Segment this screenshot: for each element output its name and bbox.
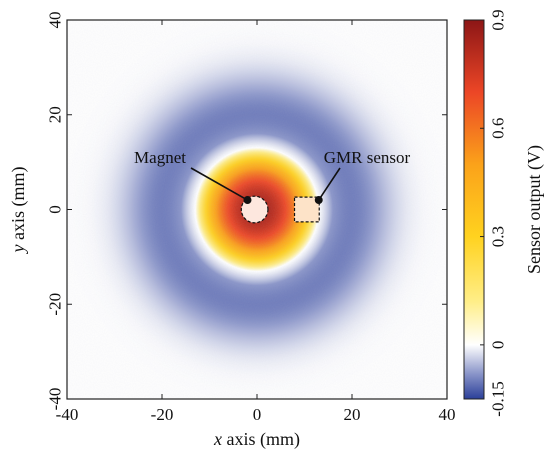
y-tick-label: 0 [46, 205, 65, 214]
colorbar: -0.15 0 0.3 0.6 0.9 Sensor output (V) [463, 9, 545, 417]
y-tick-label: -20 [46, 293, 65, 316]
colorbar-label: Sensor output (V) [524, 145, 545, 274]
x-axis-label: x axis (mm) [213, 429, 300, 450]
x-tick-label: -20 [151, 405, 174, 424]
y-tick-label: 40 [46, 12, 65, 29]
colorbar-tick-label: 0.3 [489, 226, 508, 247]
y-tick-label: -40 [46, 388, 65, 411]
colorbar-gradient [463, 19, 485, 400]
annotation-label: Magnet [134, 148, 186, 167]
x-tick-label: 0 [253, 405, 262, 424]
x-tick-label: 40 [439, 405, 456, 424]
y-tick-label: 20 [46, 106, 65, 123]
colorbar-tick-label: 0.9 [489, 9, 508, 30]
colorbar-ticks: -0.15 0 0.3 0.6 0.9 [480, 9, 508, 417]
annotation-leader-line [190, 167, 248, 201]
annotation-label: GMR sensor [324, 148, 411, 167]
annotations: Magnet GMR sensor [134, 148, 411, 224]
y-axis-label: y axis (mm) [8, 167, 29, 255]
colorbar-tick-label: 0.6 [489, 118, 508, 139]
annotation-leader-line [318, 167, 341, 201]
colorbar-tick-label: 0 [489, 341, 508, 350]
annotation-point [243, 196, 252, 205]
x-tick-label: 20 [344, 405, 361, 424]
x-tick-label: -40 [56, 405, 79, 424]
x-axis-ticks: -40 -20 0 20 40 [56, 20, 456, 424]
annotation-point [314, 196, 323, 205]
y-axis-ticks: -40 -20 0 20 40 [46, 12, 447, 411]
colorbar-tick-label: -0.15 [489, 381, 508, 416]
